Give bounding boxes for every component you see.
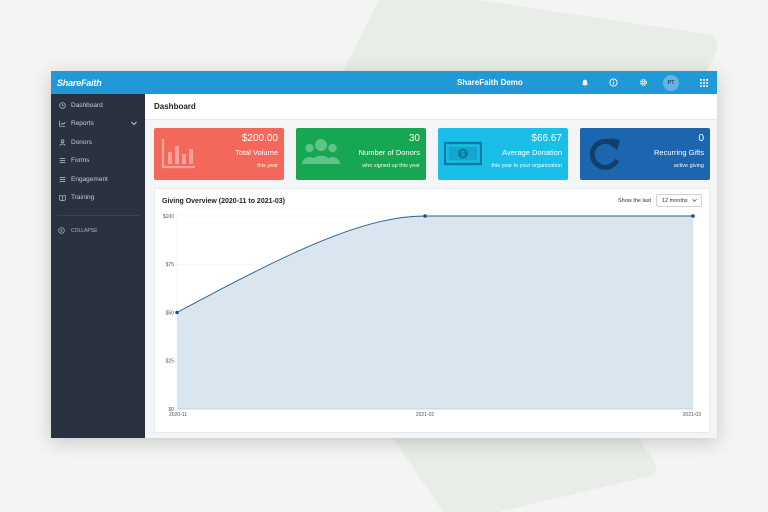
collapse-label: COLLAPSE — [71, 228, 98, 234]
collapse-button[interactable]: COLLAPSE — [51, 224, 145, 238]
sidebar: Dashboard Reports Donors Forms Engagemen… — [51, 94, 145, 438]
sharefaith-logo[interactable]: ShareFaith — [57, 77, 102, 88]
data-point — [175, 310, 179, 315]
stat-value: 30 — [408, 133, 420, 144]
main-content: Dashboard $200.00 Total Volume this year… — [145, 94, 717, 438]
stat-label: Number of Donors — [358, 148, 420, 157]
range-select[interactable]: 12 months — [656, 194, 702, 207]
y-tick-label: $25 — [166, 359, 175, 365]
users-icon — [302, 139, 340, 164]
chart-icon — [58, 120, 66, 128]
info-icon[interactable] — [606, 71, 620, 94]
stat-card-recurring-gifts[interactable]: 0 Recurring Gifts active giving — [580, 128, 710, 180]
giving-overview-panel: Giving Overview (2020-11 to 2021-03) Sho… — [154, 188, 710, 433]
refresh-icon — [589, 138, 620, 170]
list-icon — [58, 157, 66, 165]
sidebar-divider — [57, 215, 139, 216]
app-window: ShareFaith ShareFaith Demo PT Dashboard … — [51, 71, 717, 438]
chevron-down-icon — [692, 198, 697, 205]
x-tick-label: 2020-11 — [169, 412, 187, 418]
stat-subtext: who signed up this year — [362, 163, 420, 169]
stat-card-total-volume[interactable]: $200.00 Total Volume this year — [154, 128, 284, 180]
y-tick-label: $75 — [166, 262, 175, 268]
list-icon — [58, 175, 66, 183]
sidebar-item-engagement[interactable]: Engagement — [51, 170, 145, 189]
y-tick-label: $50 — [166, 310, 175, 316]
series-line — [176, 215, 693, 313]
stat-card-average-donation[interactable]: $ $66.67 Average Donation this year to y… — [438, 128, 568, 180]
gear-icon[interactable] — [636, 71, 650, 94]
stat-subtext: this year to your organization — [491, 163, 562, 169]
stat-card-number-of-donors[interactable]: 30 Number of Donors who signed up this y… — [296, 128, 426, 180]
y-tick-label: $100 — [163, 214, 174, 220]
book-icon — [58, 194, 66, 202]
sidebar-item-reports[interactable]: Reports — [51, 115, 145, 134]
range-select-value: 12 months — [662, 197, 688, 204]
x-tick-label: 2021-03 — [683, 412, 702, 418]
stat-subtext: active giving — [673, 163, 704, 169]
bell-icon[interactable] — [578, 71, 592, 94]
sidebar-item-training[interactable]: Training — [51, 189, 145, 208]
giving-chart: $0 $25 $50 $75 $100 2020-11 2021-02 2021-03 — [163, 214, 702, 418]
stat-label: Total Volume — [235, 148, 278, 157]
data-point — [691, 214, 695, 218]
stat-subtext: this year — [257, 163, 278, 169]
x-tick-label: 2021-02 — [416, 412, 435, 418]
clock-icon — [58, 101, 66, 109]
sidebar-item-label: Reports — [71, 120, 94, 128]
stat-label: Recurring Gifts — [653, 148, 704, 157]
sidebar-item-label: Engagement — [71, 175, 108, 183]
collapse-icon — [58, 227, 66, 235]
range-label: Show the last — [618, 198, 652, 204]
stat-label: Average Donation — [502, 148, 562, 157]
sidebar-item-label: Dashboard — [71, 101, 103, 109]
area-fill — [177, 216, 693, 409]
sidebar-item-forms[interactable]: Forms — [51, 152, 145, 171]
page-title: Dashboard — [145, 94, 717, 120]
stat-value: $200.00 — [241, 133, 278, 144]
person-icon — [58, 138, 66, 146]
top-bar: ShareFaith ShareFaith Demo PT — [51, 71, 717, 94]
sidebar-item-label: Donors — [71, 138, 92, 146]
panel-title: Giving Overview (2020-11 to 2021-03) — [162, 198, 285, 205]
user-avatar[interactable]: PT — [663, 75, 679, 91]
y-tick-label: $0 — [168, 407, 174, 413]
stat-value: 0 — [698, 133, 704, 144]
sidebar-item-dashboard[interactable]: Dashboard — [51, 96, 145, 115]
sidebar-item-donors[interactable]: Donors — [51, 133, 145, 152]
bar-chart-icon — [161, 139, 195, 169]
money-icon: $ — [444, 141, 482, 166]
grid-icon[interactable] — [697, 71, 711, 94]
chevron-down-icon[interactable] — [131, 121, 137, 128]
sidebar-item-label: Training — [71, 194, 95, 202]
app-title: ShareFaith Demo — [457, 78, 523, 87]
data-point — [423, 214, 427, 218]
sidebar-item-label: Forms — [71, 157, 90, 165]
svg-text:$: $ — [461, 151, 465, 158]
stat-value: $66.67 — [531, 133, 562, 144]
